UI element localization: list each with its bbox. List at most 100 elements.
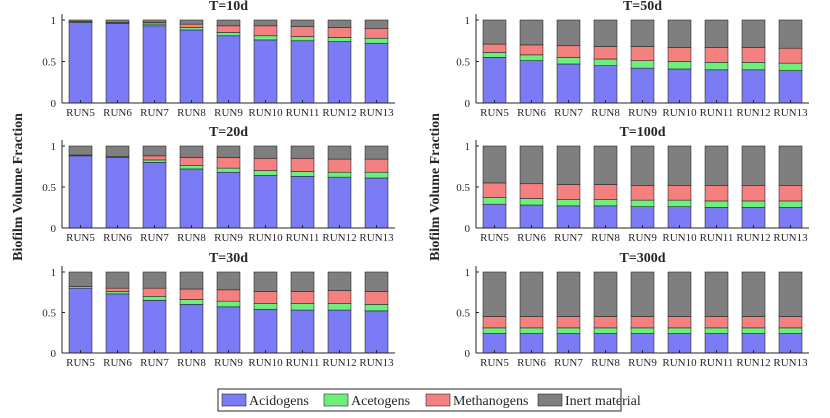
- legend-label-acetogens: Acetogens: [351, 394, 410, 409]
- bar-segment-methanogens: [704, 185, 729, 202]
- bar-segment-acetogens: [105, 291, 130, 295]
- bar-segment-methanogens: [667, 316, 692, 329]
- bar-segment-methanogens: [216, 289, 241, 302]
- bar-segment-acidogens: [216, 171, 241, 229]
- x-tick-label: RUN7: [140, 232, 169, 244]
- bar-segment-inert-material: [556, 145, 581, 185]
- bar-segment-acetogens: [364, 171, 389, 179]
- bar-segment-inert-material: [630, 271, 655, 317]
- x-tick-label: RUN10: [662, 357, 697, 369]
- bar-segment-methanogens: [593, 184, 618, 200]
- bar-segment-inert-material: [593, 271, 618, 317]
- x-tick-label: RUN5: [66, 107, 95, 119]
- bar-segment-inert-material: [327, 19, 352, 28]
- x-tick-label: RUN10: [248, 357, 283, 369]
- bar-segment-acetogens: [741, 327, 766, 334]
- bar-segment-inert-material: [778, 19, 803, 49]
- bar-segment-acidogens: [105, 23, 130, 104]
- panel-t-30d: T=30d RUN5 RUN6 RUN7 RUN8 RUN9 RUN10 RUN11 RUN12…: [42, 251, 395, 369]
- bar-segment-methanogens: [179, 288, 204, 300]
- bar-segment-methanogens: [593, 46, 618, 60]
- bar-segment-methanogens: [593, 316, 618, 329]
- legend-swatch-inert-material: [537, 393, 563, 407]
- bar-segment-acidogens: [364, 310, 389, 354]
- bar-segment-acidogens: [482, 57, 507, 104]
- x-tick-label: RUN11: [286, 357, 320, 369]
- bar-segment-acetogens: [179, 299, 204, 305]
- bar-segment-methanogens: [364, 27, 389, 39]
- bar-segment-acidogens: [704, 69, 729, 104]
- bar-segment-methanogens: [482, 43, 507, 53]
- y-tick-label: 0: [465, 223, 471, 235]
- bar-segment-inert-material: [105, 145, 130, 157]
- bar-segment-inert-material: [68, 271, 93, 287]
- bar-segment-inert-material: [253, 145, 278, 159]
- bar-segment-inert-material: [741, 271, 766, 317]
- x-tick-label: RUN6: [517, 107, 546, 119]
- bar-segment-acidogens: [364, 177, 389, 229]
- y-axis-label-left: Biofilm Volume Fraction: [11, 113, 26, 261]
- bar-segment-acetogens: [142, 295, 167, 301]
- bar-segment-acetogens: [741, 62, 766, 71]
- bar-segment-methanogens: [142, 287, 167, 297]
- bar-segment-acidogens: [630, 67, 655, 104]
- bar-segment-acetogens: [593, 327, 618, 334]
- bar-segment-acidogens: [556, 63, 581, 104]
- y-tick-label: 0.5: [42, 308, 56, 320]
- bar-segment-acetogens: [778, 327, 803, 334]
- bar-segment-acidogens: [741, 207, 766, 229]
- bar-segment-methanogens: [741, 185, 766, 202]
- bar-segment-acetogens: [556, 199, 581, 207]
- x-tick-label: RUN5: [66, 232, 95, 244]
- x-tick-label: RUN13: [359, 232, 394, 244]
- bar-segment-acidogens: [667, 206, 692, 229]
- x-tick-label: RUN8: [177, 357, 206, 369]
- bar-segment-methanogens: [364, 291, 389, 305]
- y-axis-label-right: Biofilm Volume Fraction: [428, 113, 443, 261]
- x-tick-label: RUN6: [103, 232, 132, 244]
- bar-segment-inert-material: [179, 145, 204, 158]
- bar-segment-methanogens: [519, 316, 544, 329]
- bar-segment-inert-material: [556, 271, 581, 317]
- bar-segment-methanogens: [556, 184, 581, 200]
- bar-segment-inert-material: [704, 271, 729, 317]
- bar-segment-inert-material: [253, 271, 278, 292]
- x-tick-label: RUN10: [662, 107, 697, 119]
- bar-segment-inert-material: [216, 145, 241, 158]
- x-tick-label: RUN5: [66, 357, 95, 369]
- x-tick-label: RUN9: [214, 107, 243, 119]
- bar-segment-inert-material: [68, 145, 93, 156]
- x-tick-label: RUN6: [517, 357, 546, 369]
- bar-segment-acidogens: [105, 157, 130, 229]
- bar-segment-inert-material: [778, 145, 803, 186]
- bar-segment-inert-material: [105, 271, 130, 289]
- x-tick-label: RUN12: [322, 357, 356, 369]
- bar-segment-inert-material: [253, 19, 278, 27]
- bar-segment-inert-material: [593, 145, 618, 185]
- bar-segment-inert-material: [519, 19, 544, 46]
- bar-segment-methanogens: [667, 47, 692, 62]
- bar-segment-acetogens: [253, 35, 278, 41]
- y-tick-label: 0: [51, 348, 57, 360]
- bar-segment-inert-material: [741, 19, 766, 48]
- bar-segment-acidogens: [216, 35, 241, 104]
- legend-box: [217, 388, 622, 412]
- bar-segment-acidogens: [327, 309, 352, 354]
- x-tick-label: RUN5: [480, 357, 509, 369]
- bar-segment-acetogens: [253, 303, 278, 310]
- bar-segment-acetogens: [593, 58, 618, 66]
- x-tick-label: RUN9: [214, 357, 243, 369]
- y-tick-label: 1: [465, 141, 471, 153]
- y-tick-label: 1: [465, 15, 471, 27]
- y-tick-label: 1: [51, 15, 57, 27]
- bar-segment-acetogens: [667, 61, 692, 70]
- bar-segment-acetogens: [667, 199, 692, 207]
- bar-segment-acidogens: [68, 22, 93, 104]
- bar-segment-inert-material: [68, 19, 93, 22]
- panel-title: T=300d: [619, 251, 665, 266]
- bar-segment-methanogens: [290, 291, 315, 304]
- bar-segment-acetogens: [778, 200, 803, 208]
- y-tick-label: 0.5: [42, 57, 56, 69]
